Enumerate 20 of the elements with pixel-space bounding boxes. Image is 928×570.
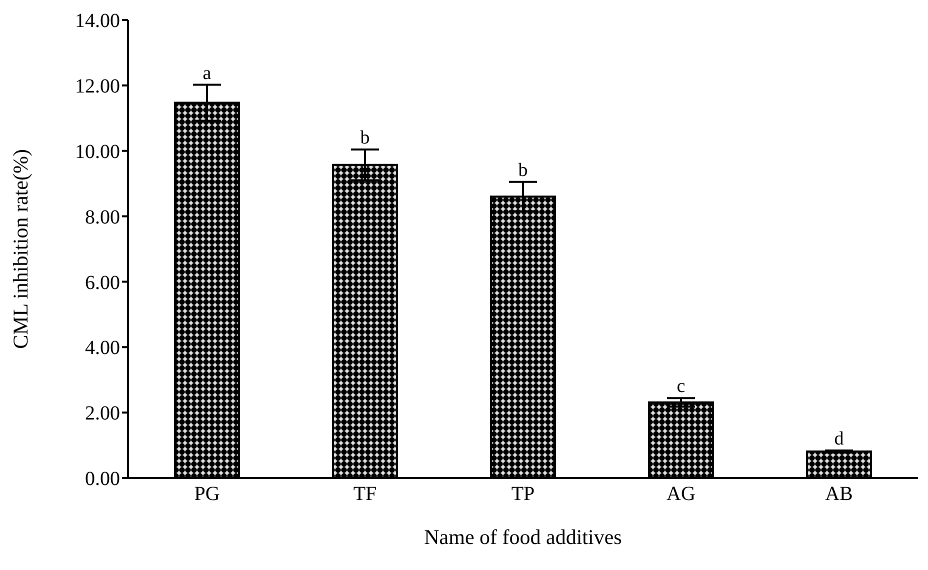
y-tick-label: 4.00	[85, 337, 120, 360]
y-tick-label: 6.00	[85, 272, 120, 294]
y-tick-label: 0.00	[85, 468, 120, 490]
x-tick-label: TP	[511, 483, 535, 506]
x-tick-label: AG	[666, 483, 696, 506]
y-tick-label: 8.00	[85, 206, 120, 228]
y-axis-title: CML inhibition rate(%)	[8, 149, 32, 349]
x-tick-label: AB	[825, 483, 853, 506]
annotation: c	[676, 376, 686, 398]
x-tick-label: PG	[194, 483, 220, 506]
x-axis-title: Name of food additives	[424, 525, 622, 549]
y-tick-label: 2.00	[85, 402, 120, 425]
x-tick-label: TF	[353, 483, 377, 506]
y-tick-label: 14.00	[75, 10, 120, 32]
annotation: d	[834, 428, 844, 450]
annotation: a	[202, 62, 212, 84]
annotation: b	[360, 128, 370, 149]
y-tick-label: 10.00	[75, 140, 120, 163]
annotation: b	[518, 160, 528, 181]
y-tick-label: 12.00	[75, 76, 120, 98]
